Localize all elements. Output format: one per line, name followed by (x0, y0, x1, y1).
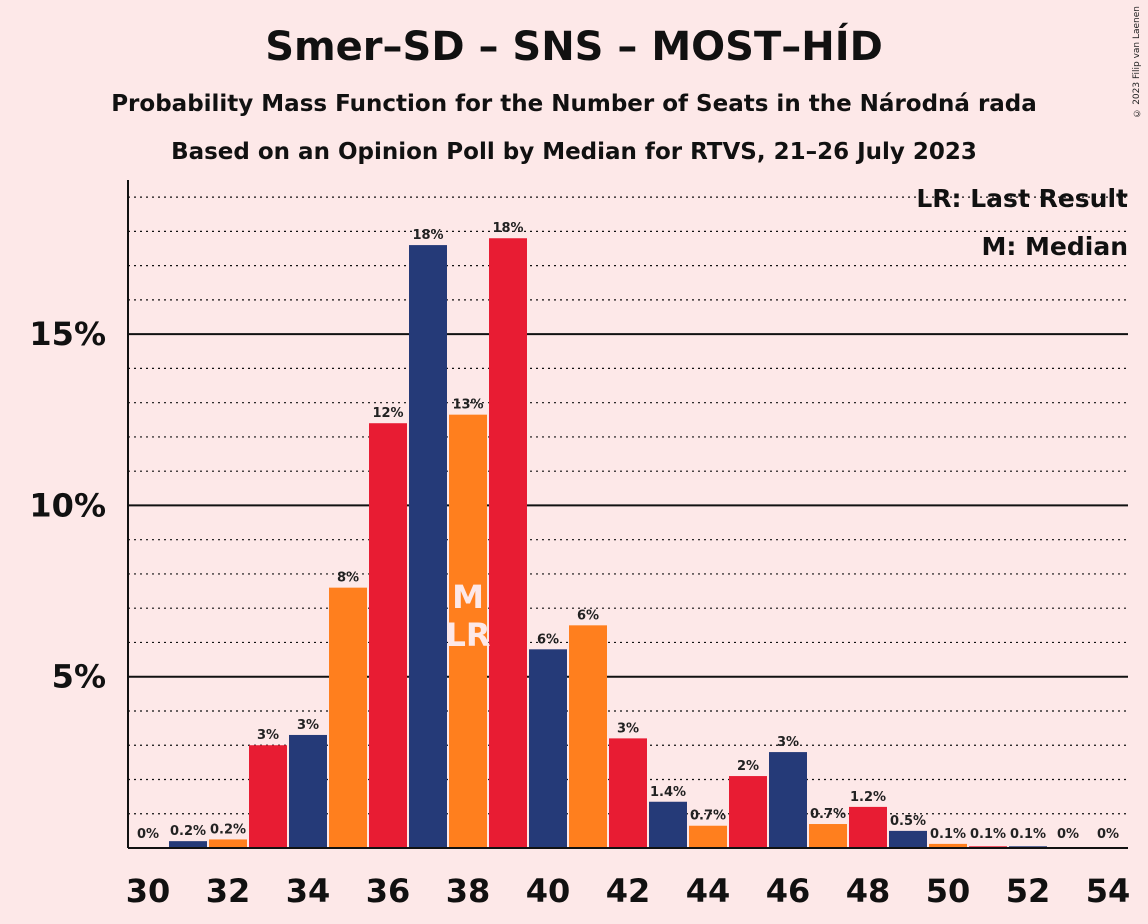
legend-last-result: LR: Last Result (916, 184, 1128, 213)
bar-39 (489, 238, 527, 848)
x-tick-label-34: 34 (286, 872, 331, 910)
bar-label-34: 3% (297, 718, 319, 733)
bar-label-30: 0% (137, 827, 159, 842)
bar-41 (569, 625, 607, 848)
bar-label-44: 0.7% (690, 809, 726, 824)
x-tick-label-54: 54 (1086, 872, 1131, 910)
bar-label-36: 12% (372, 406, 403, 421)
bar-label-38: 13% (452, 398, 483, 413)
x-tick-label-32: 32 (206, 872, 251, 910)
bar-44 (689, 825, 727, 848)
bar-label-48: 1.2% (850, 790, 886, 805)
bar-label-53: 0% (1057, 827, 1079, 842)
bar-label-43: 1.4% (650, 785, 686, 800)
x-tick-label-42: 42 (606, 872, 651, 910)
x-tick-label-50: 50 (926, 872, 971, 910)
bar-label-50: 0.1% (930, 827, 966, 842)
bar-label-31: 0.2% (170, 824, 206, 839)
bar-49 (889, 830, 927, 848)
x-tick-label-36: 36 (366, 872, 411, 910)
y-tick-label: 10% (29, 486, 106, 524)
bar-48 (849, 806, 887, 848)
bar-43 (649, 801, 687, 848)
bar-37 (409, 245, 447, 849)
bar-35 (329, 587, 367, 848)
y-tick-label: 15% (29, 315, 106, 353)
bar-50 (929, 843, 967, 848)
bar-45 (729, 776, 767, 848)
bar-label-40: 6% (537, 632, 559, 647)
legend-median: M: Median (981, 232, 1128, 261)
y-tick-label: 5% (52, 658, 106, 696)
bar-42 (609, 738, 647, 848)
chart-subtitle: Probability Mass Function for the Number… (111, 91, 1037, 117)
x-tick-label-44: 44 (686, 872, 731, 910)
bar-label-35: 8% (337, 571, 359, 586)
bar-label-51: 0.1% (970, 827, 1006, 842)
bar-33 (249, 745, 287, 848)
median-marker: M (452, 578, 484, 616)
last-result-marker: LR (445, 616, 490, 654)
x-tick-label-52: 52 (1006, 872, 1051, 910)
x-tick-label-48: 48 (846, 872, 891, 910)
chart-source-subtitle: Based on an Opinion Poll by Median for R… (171, 139, 977, 165)
bar-34 (289, 734, 327, 848)
bar-32 (209, 839, 247, 848)
bar-label-54: 0% (1097, 827, 1119, 842)
x-tick-label-46: 46 (766, 872, 811, 910)
x-tick-label-30: 30 (126, 872, 171, 910)
bar-36 (369, 423, 407, 848)
bar-label-39: 18% (492, 221, 523, 236)
bar-label-32: 0.2% (210, 822, 246, 837)
bar-label-33: 3% (257, 728, 279, 743)
x-tick-label-40: 40 (526, 872, 571, 910)
bar-label-46: 3% (777, 735, 799, 750)
bar-label-49: 0.5% (890, 814, 926, 829)
bar-label-45: 2% (737, 759, 759, 774)
x-tick-label-38: 38 (446, 872, 491, 910)
bar-label-52: 0.1% (1010, 827, 1046, 842)
bar-label-37: 18% (412, 228, 443, 243)
bar-47 (809, 824, 847, 848)
bar-label-42: 3% (617, 721, 639, 736)
bar-46 (769, 752, 807, 848)
bar-31 (169, 841, 207, 848)
bar-40 (529, 649, 567, 848)
bar-label-41: 6% (577, 608, 599, 623)
bar-38 (449, 414, 487, 848)
bar-label-47: 0.7% (810, 807, 846, 822)
chart-title: Smer–SD – SNS – MOST–HÍD (265, 24, 883, 70)
